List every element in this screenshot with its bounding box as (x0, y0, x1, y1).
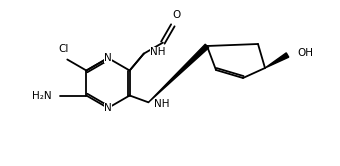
Text: N: N (104, 53, 112, 63)
Text: N: N (104, 103, 112, 113)
Text: Cl: Cl (58, 43, 68, 53)
Polygon shape (265, 53, 289, 68)
Polygon shape (149, 44, 209, 102)
Text: O: O (173, 10, 181, 20)
Text: NH: NH (154, 99, 170, 109)
Text: H₂N: H₂N (32, 90, 51, 100)
Text: OH: OH (298, 48, 313, 58)
Text: NH: NH (150, 47, 165, 57)
